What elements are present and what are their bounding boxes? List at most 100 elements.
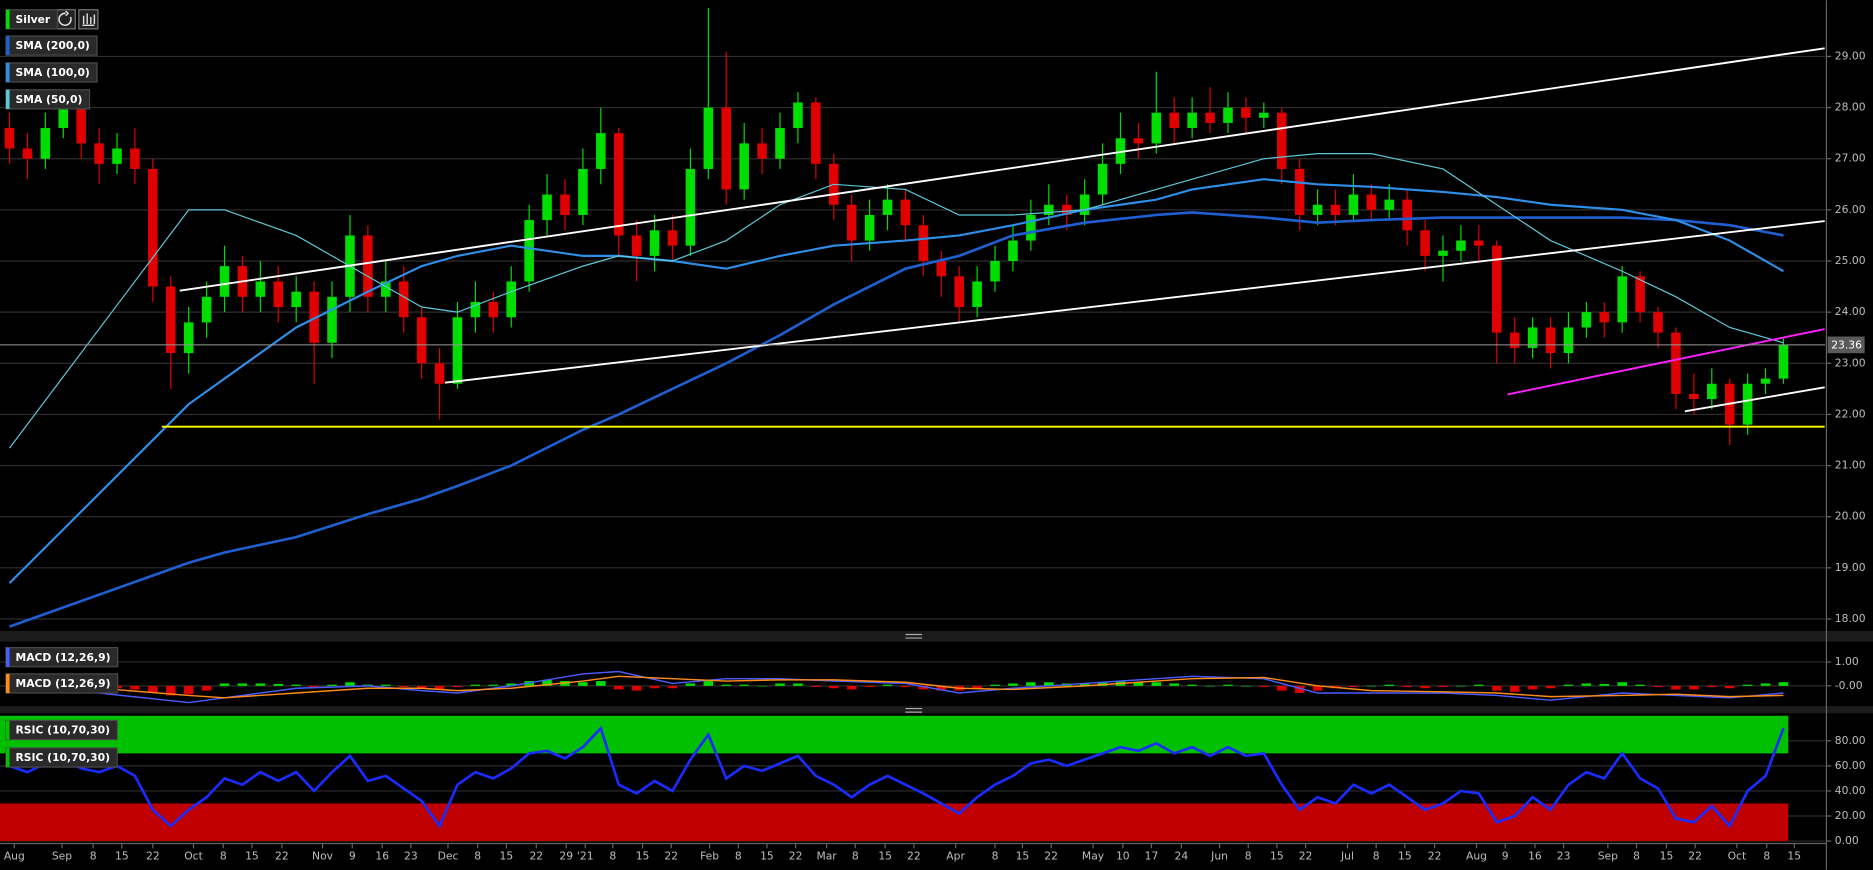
macd-histogram-bar [327,684,337,686]
x-tick-label: 8 [90,850,97,863]
macd-histogram-bar [918,685,929,690]
candle-body [1527,327,1538,348]
trend-line [1507,328,1825,396]
macd-histogram-bar [1151,682,1162,686]
legend-badge[interactable]: RSIC (10,70,30) [5,719,118,741]
y-tick-label: 28.00 [1835,101,1866,114]
candle-body [1276,112,1287,169]
candle-body [1044,204,1054,215]
candle-body [1115,138,1126,164]
candle-body [255,281,266,297]
legend-badge-stripe [5,62,10,83]
x-tick-label: 15 [1787,850,1801,863]
candle-body [1545,327,1556,354]
candle-body [1366,194,1377,210]
candle-body [560,194,570,215]
x-tick-label: 15 [245,850,259,863]
x-tick-label: 23 [1557,850,1571,863]
rsi-overbought-band [0,715,1789,754]
candle-body [1707,383,1717,400]
macd-histogram-bar [130,685,140,690]
legend-badge[interactable]: RSIC (10,70,30) [5,747,118,768]
legend-badge-stripe [5,9,10,29]
x-tick-label: 16 [375,850,389,863]
legend-badge[interactable]: MACD (12,26,9) [5,647,119,668]
candle-body [1438,250,1448,256]
candle-body [291,291,301,308]
candle-body [22,148,33,159]
candle-body [273,281,284,308]
x-tick-label: 22 [275,850,289,863]
legend-badge-stripe [5,36,10,56]
candle-body [398,281,409,318]
macd-histogram-bar [972,685,982,689]
candle-body [1259,112,1269,118]
x-tick-label: Jun [1210,850,1228,863]
macd-histogram-bar [452,685,463,688]
y-tick-label: 24.00 [1835,305,1866,318]
candle-body [864,214,875,241]
candle-body [506,281,517,318]
candle-body [1474,240,1484,246]
x-tick-label: 16 [1528,850,1542,863]
x-tick-label: 29 [559,850,573,863]
sma-line [9,153,1784,449]
macd-histogram-bar [721,684,732,686]
macd-histogram-bar [1223,684,1233,686]
x-tick-label: 22 [907,850,921,863]
macd-histogram-bar [1133,682,1144,686]
x-tick-label: 22 [1299,850,1313,863]
macd-histogram-bar [703,681,714,686]
x-tick-label: '21 [577,850,594,863]
panel-separator[interactable] [0,630,1873,642]
x-tick-label: 15 [500,850,514,863]
y-tick-label: 26.00 [1835,203,1866,216]
macd-histogram-bar [1402,685,1412,688]
candle-body [631,235,642,256]
candle-body [811,102,821,164]
candle-body [649,230,660,256]
macd-histogram-bar [846,685,857,690]
candle-body [219,266,230,297]
macd-histogram-bar [882,684,893,686]
candle-body [470,301,481,318]
x-tick-label: 8 [1245,850,1252,863]
macd-histogram-bar [488,684,499,686]
macd-histogram-bar [1653,685,1663,688]
macd-histogram-bar [542,679,552,686]
macd-histogram-bar [1276,685,1287,691]
candle-body [363,235,373,297]
last-price-label: 23.36 [1831,338,1862,351]
macd-histogram-bar [685,683,696,686]
candle-body [1599,312,1610,323]
legend-badge[interactable]: SMA (200,0) [5,35,98,56]
macd-histogram-bar [1474,684,1484,686]
candle-body [1509,332,1520,348]
panel-separator[interactable] [0,706,1873,714]
candle-body [1241,107,1251,118]
y-tick-label: 22.00 [1835,407,1866,420]
macd-histogram-bar [739,684,749,686]
legend-badge[interactable]: MACD (12,26,9) [5,673,119,694]
candle-body [775,128,785,159]
macd-histogram-bar [201,685,212,691]
macd-histogram-bar [1187,684,1197,686]
legend-badge[interactable]: Silver [5,9,59,30]
macd-histogram-bar [596,681,606,686]
candle-body [703,107,714,169]
macd-histogram-bar [775,683,785,686]
macd-histogram-bar [1259,685,1269,688]
candle-body [1330,204,1341,215]
y-tick-label: 29.00 [1835,49,1866,62]
legend-badge[interactable]: SMA (100,0) [5,62,98,83]
candle-body [1563,327,1574,354]
candle-body [148,168,158,287]
x-tick-label: 8 [220,850,227,863]
x-tick-label: 8 [735,850,742,863]
candle-body [94,143,104,164]
y-tick-label: 23.00 [1835,356,1866,369]
macd-histogram-bar [345,682,355,686]
legend-badge[interactable]: SMA (50,0) [5,89,91,110]
x-tick-label: 22 [1688,850,1702,863]
